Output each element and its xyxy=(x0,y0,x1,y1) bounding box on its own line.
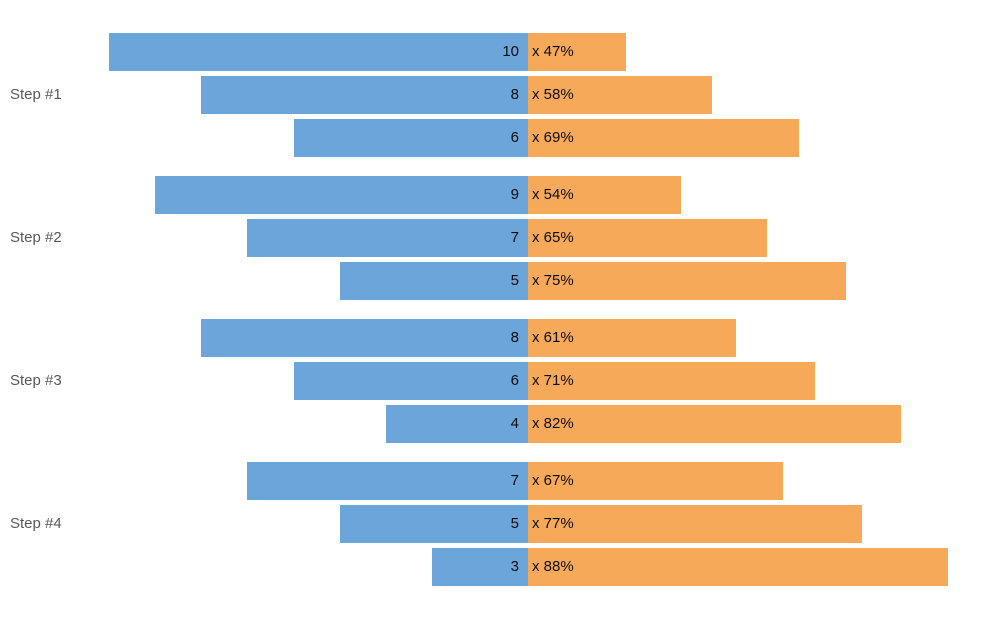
attempts-bar xyxy=(201,319,528,357)
bar-row: 5 x 77% xyxy=(0,505,1000,543)
success-rate-bar xyxy=(528,219,768,257)
bar-label-rate: x 54% xyxy=(532,186,574,203)
bar-label-rate: x 75% xyxy=(532,272,574,289)
attempts-bar xyxy=(339,262,528,300)
bar-label-rate: x 67% xyxy=(532,472,574,489)
success-rate-bar xyxy=(528,262,846,300)
bar-label-rate: x 61% xyxy=(532,329,574,346)
attempts-bar xyxy=(293,362,528,400)
success-rate-bar xyxy=(528,176,682,214)
bar-label-attempts: 4 xyxy=(510,415,519,432)
success-rate-bar xyxy=(528,405,901,443)
bar-label-attempts: 8 xyxy=(510,86,519,103)
bar-label-attempts: 3 xyxy=(510,558,519,575)
success-rate-bar xyxy=(528,319,736,357)
bar-row: 7 x 67% xyxy=(0,462,1000,500)
group-label-step-4: Step #4 xyxy=(10,515,62,532)
attempts-bar xyxy=(109,33,528,71)
group-label-step-2: Step #2 xyxy=(10,229,62,246)
bar-label-attempts: 6 xyxy=(510,372,519,389)
success-rate-bar xyxy=(528,76,713,114)
success-rate-bar xyxy=(528,505,862,543)
bar-label-rate: x 71% xyxy=(532,372,574,389)
success-rate-bar xyxy=(528,119,799,157)
bar-row: 9 x 54% xyxy=(0,176,1000,214)
bar-row: 8 x 61% xyxy=(0,319,1000,357)
attempts-bar xyxy=(247,462,528,500)
attempts-bar xyxy=(201,76,528,114)
bar-label-attempts: 9 xyxy=(510,186,519,203)
attempts-bar xyxy=(293,119,528,157)
attempts-bar xyxy=(385,405,528,443)
attempts-bar xyxy=(247,219,528,257)
attempts-bar xyxy=(431,548,528,586)
bar-label-rate: x 65% xyxy=(532,229,574,246)
success-rate-bar xyxy=(528,33,627,71)
bar-label-attempts: 8 xyxy=(510,329,519,346)
bar-row: 8 x 58% xyxy=(0,76,1000,114)
bar-label-attempts: 7 xyxy=(510,229,519,246)
bar-label-attempts: 7 xyxy=(510,472,519,489)
bar-row: 5 x 75% xyxy=(0,262,1000,300)
attempts-bar xyxy=(155,176,528,214)
bar-label-attempts: 5 xyxy=(510,515,519,532)
bar-label-rate: x 82% xyxy=(532,415,574,432)
bar-label-attempts: 5 xyxy=(510,272,519,289)
success-rate-bar xyxy=(528,462,784,500)
success-rate-bar xyxy=(528,548,949,586)
bar-row: 10 x 47% xyxy=(0,33,1000,71)
bar-row: 4 x 82% xyxy=(0,405,1000,443)
bar-label-rate: x 69% xyxy=(532,129,574,146)
attempts-bar xyxy=(339,505,528,543)
bar-row: 3 x 88% xyxy=(0,548,1000,586)
group-label-step-3: Step #3 xyxy=(10,372,62,389)
success-rate-bar xyxy=(528,362,815,400)
bar-label-attempts: 6 xyxy=(510,129,519,146)
bar-label-rate: x 77% xyxy=(532,515,574,532)
bar-row: 6 x 69% xyxy=(0,119,1000,157)
bar-label-attempts: 10 xyxy=(502,43,519,60)
bar-row: 7 x 65% xyxy=(0,219,1000,257)
bar-label-rate: x 47% xyxy=(532,43,574,60)
bar-row: 6 x 71% xyxy=(0,362,1000,400)
bar-label-rate: x 58% xyxy=(532,86,574,103)
bar-label-rate: x 88% xyxy=(532,558,574,575)
group-label-step-1: Step #1 xyxy=(10,86,62,103)
